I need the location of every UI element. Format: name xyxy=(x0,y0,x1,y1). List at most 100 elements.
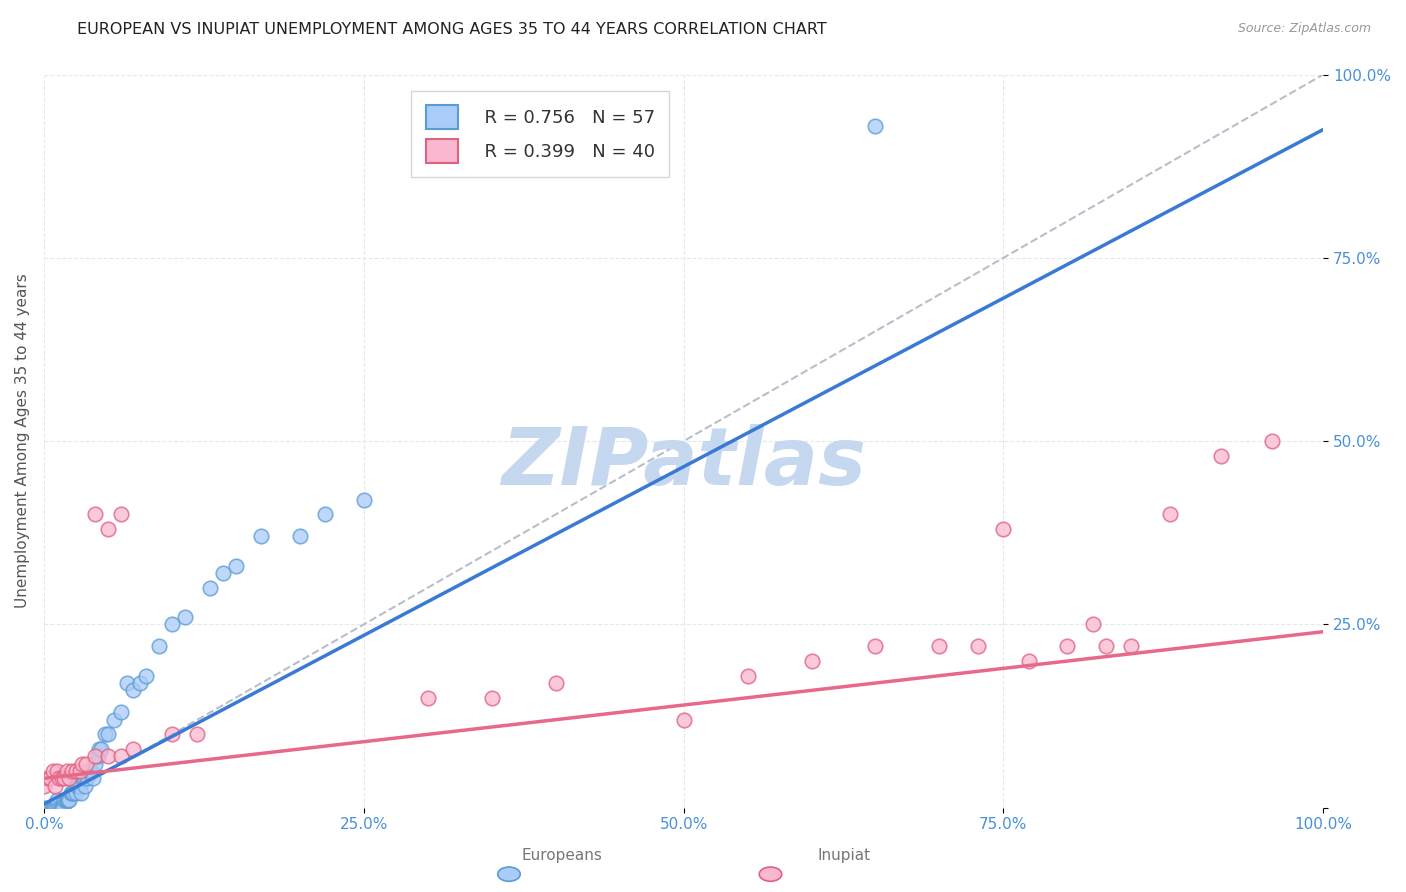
Point xyxy=(993,522,1015,536)
Point xyxy=(65,764,87,778)
Point xyxy=(37,772,59,786)
Point xyxy=(42,800,65,814)
Point xyxy=(56,793,79,807)
Point xyxy=(314,508,336,522)
Point xyxy=(72,772,94,786)
Y-axis label: Unemployment Among Ages 35 to 44 years: Unemployment Among Ages 35 to 44 years xyxy=(15,274,30,608)
Point xyxy=(48,800,70,814)
Point xyxy=(60,764,83,778)
Point xyxy=(84,749,107,764)
Point xyxy=(212,566,235,580)
Point xyxy=(73,779,96,793)
Text: Inupiat: Inupiat xyxy=(817,848,870,863)
Point xyxy=(42,800,65,814)
Point xyxy=(115,676,138,690)
Point xyxy=(1209,449,1232,463)
Point xyxy=(225,558,247,573)
Point xyxy=(39,772,62,786)
Point xyxy=(865,119,887,133)
Text: EUROPEAN VS INUPIAT UNEMPLOYMENT AMONG AGES 35 TO 44 YEARS CORRELATION CHART: EUROPEAN VS INUPIAT UNEMPLOYMENT AMONG A… xyxy=(77,22,827,37)
Point xyxy=(53,793,76,807)
Point xyxy=(77,764,100,778)
Point xyxy=(60,786,83,800)
Point xyxy=(966,640,988,654)
Point xyxy=(52,800,75,814)
Point xyxy=(186,727,208,741)
Point xyxy=(672,713,695,727)
Legend:   R = 0.756   N = 57,   R = 0.399   N = 40: R = 0.756 N = 57, R = 0.399 N = 40 xyxy=(411,91,669,177)
Point xyxy=(353,492,375,507)
Point xyxy=(80,764,103,778)
Point xyxy=(44,779,66,793)
Point xyxy=(122,683,145,698)
Point xyxy=(148,640,170,654)
Point xyxy=(110,508,132,522)
Point xyxy=(86,749,108,764)
Point xyxy=(122,742,145,756)
Point xyxy=(865,640,887,654)
Point xyxy=(48,772,70,786)
Point xyxy=(62,786,84,800)
Point xyxy=(51,800,73,814)
Point xyxy=(200,581,222,595)
Point xyxy=(41,800,63,814)
Point xyxy=(84,756,107,771)
Point xyxy=(135,669,157,683)
Point xyxy=(56,764,79,778)
Point xyxy=(928,640,950,654)
Point xyxy=(66,779,89,793)
Point xyxy=(1261,434,1284,449)
Point xyxy=(45,793,67,807)
Point xyxy=(160,727,183,741)
Point xyxy=(110,749,132,764)
Point xyxy=(55,793,77,807)
Point xyxy=(58,772,80,786)
Point xyxy=(160,617,183,632)
Point xyxy=(58,793,80,807)
Point xyxy=(76,772,98,786)
Point xyxy=(94,727,117,741)
Point xyxy=(69,764,91,778)
Point xyxy=(72,756,94,771)
Point xyxy=(288,529,311,543)
Point xyxy=(72,772,94,786)
Text: Source: ZipAtlas.com: Source: ZipAtlas.com xyxy=(1237,22,1371,36)
Point xyxy=(45,800,67,814)
Point xyxy=(97,727,120,741)
Point xyxy=(90,742,112,756)
Point xyxy=(544,676,567,690)
Point xyxy=(1159,508,1181,522)
Point xyxy=(1081,617,1104,632)
Point xyxy=(67,779,90,793)
Point xyxy=(110,706,132,720)
Point xyxy=(37,800,59,814)
Point xyxy=(49,800,72,814)
Point xyxy=(59,786,82,800)
Point xyxy=(69,779,91,793)
Point xyxy=(481,690,503,705)
Point xyxy=(45,764,67,778)
Point xyxy=(1094,640,1116,654)
Text: Europeans: Europeans xyxy=(522,848,603,863)
Point xyxy=(800,654,823,668)
Point xyxy=(58,793,80,807)
Point xyxy=(1056,640,1078,654)
Point xyxy=(173,610,195,624)
Point xyxy=(75,756,97,771)
Point xyxy=(44,800,66,814)
Point xyxy=(87,742,110,756)
Point xyxy=(42,764,65,778)
Point xyxy=(1018,654,1040,668)
Point xyxy=(737,669,759,683)
Point xyxy=(53,772,76,786)
Point xyxy=(97,522,120,536)
Point xyxy=(1121,640,1143,654)
Point xyxy=(70,786,93,800)
Point xyxy=(65,786,87,800)
Text: ZIPatlas: ZIPatlas xyxy=(501,424,866,502)
Point xyxy=(103,713,125,727)
Point xyxy=(32,779,55,793)
Point xyxy=(250,529,273,543)
Point xyxy=(128,676,150,690)
Point xyxy=(51,772,73,786)
